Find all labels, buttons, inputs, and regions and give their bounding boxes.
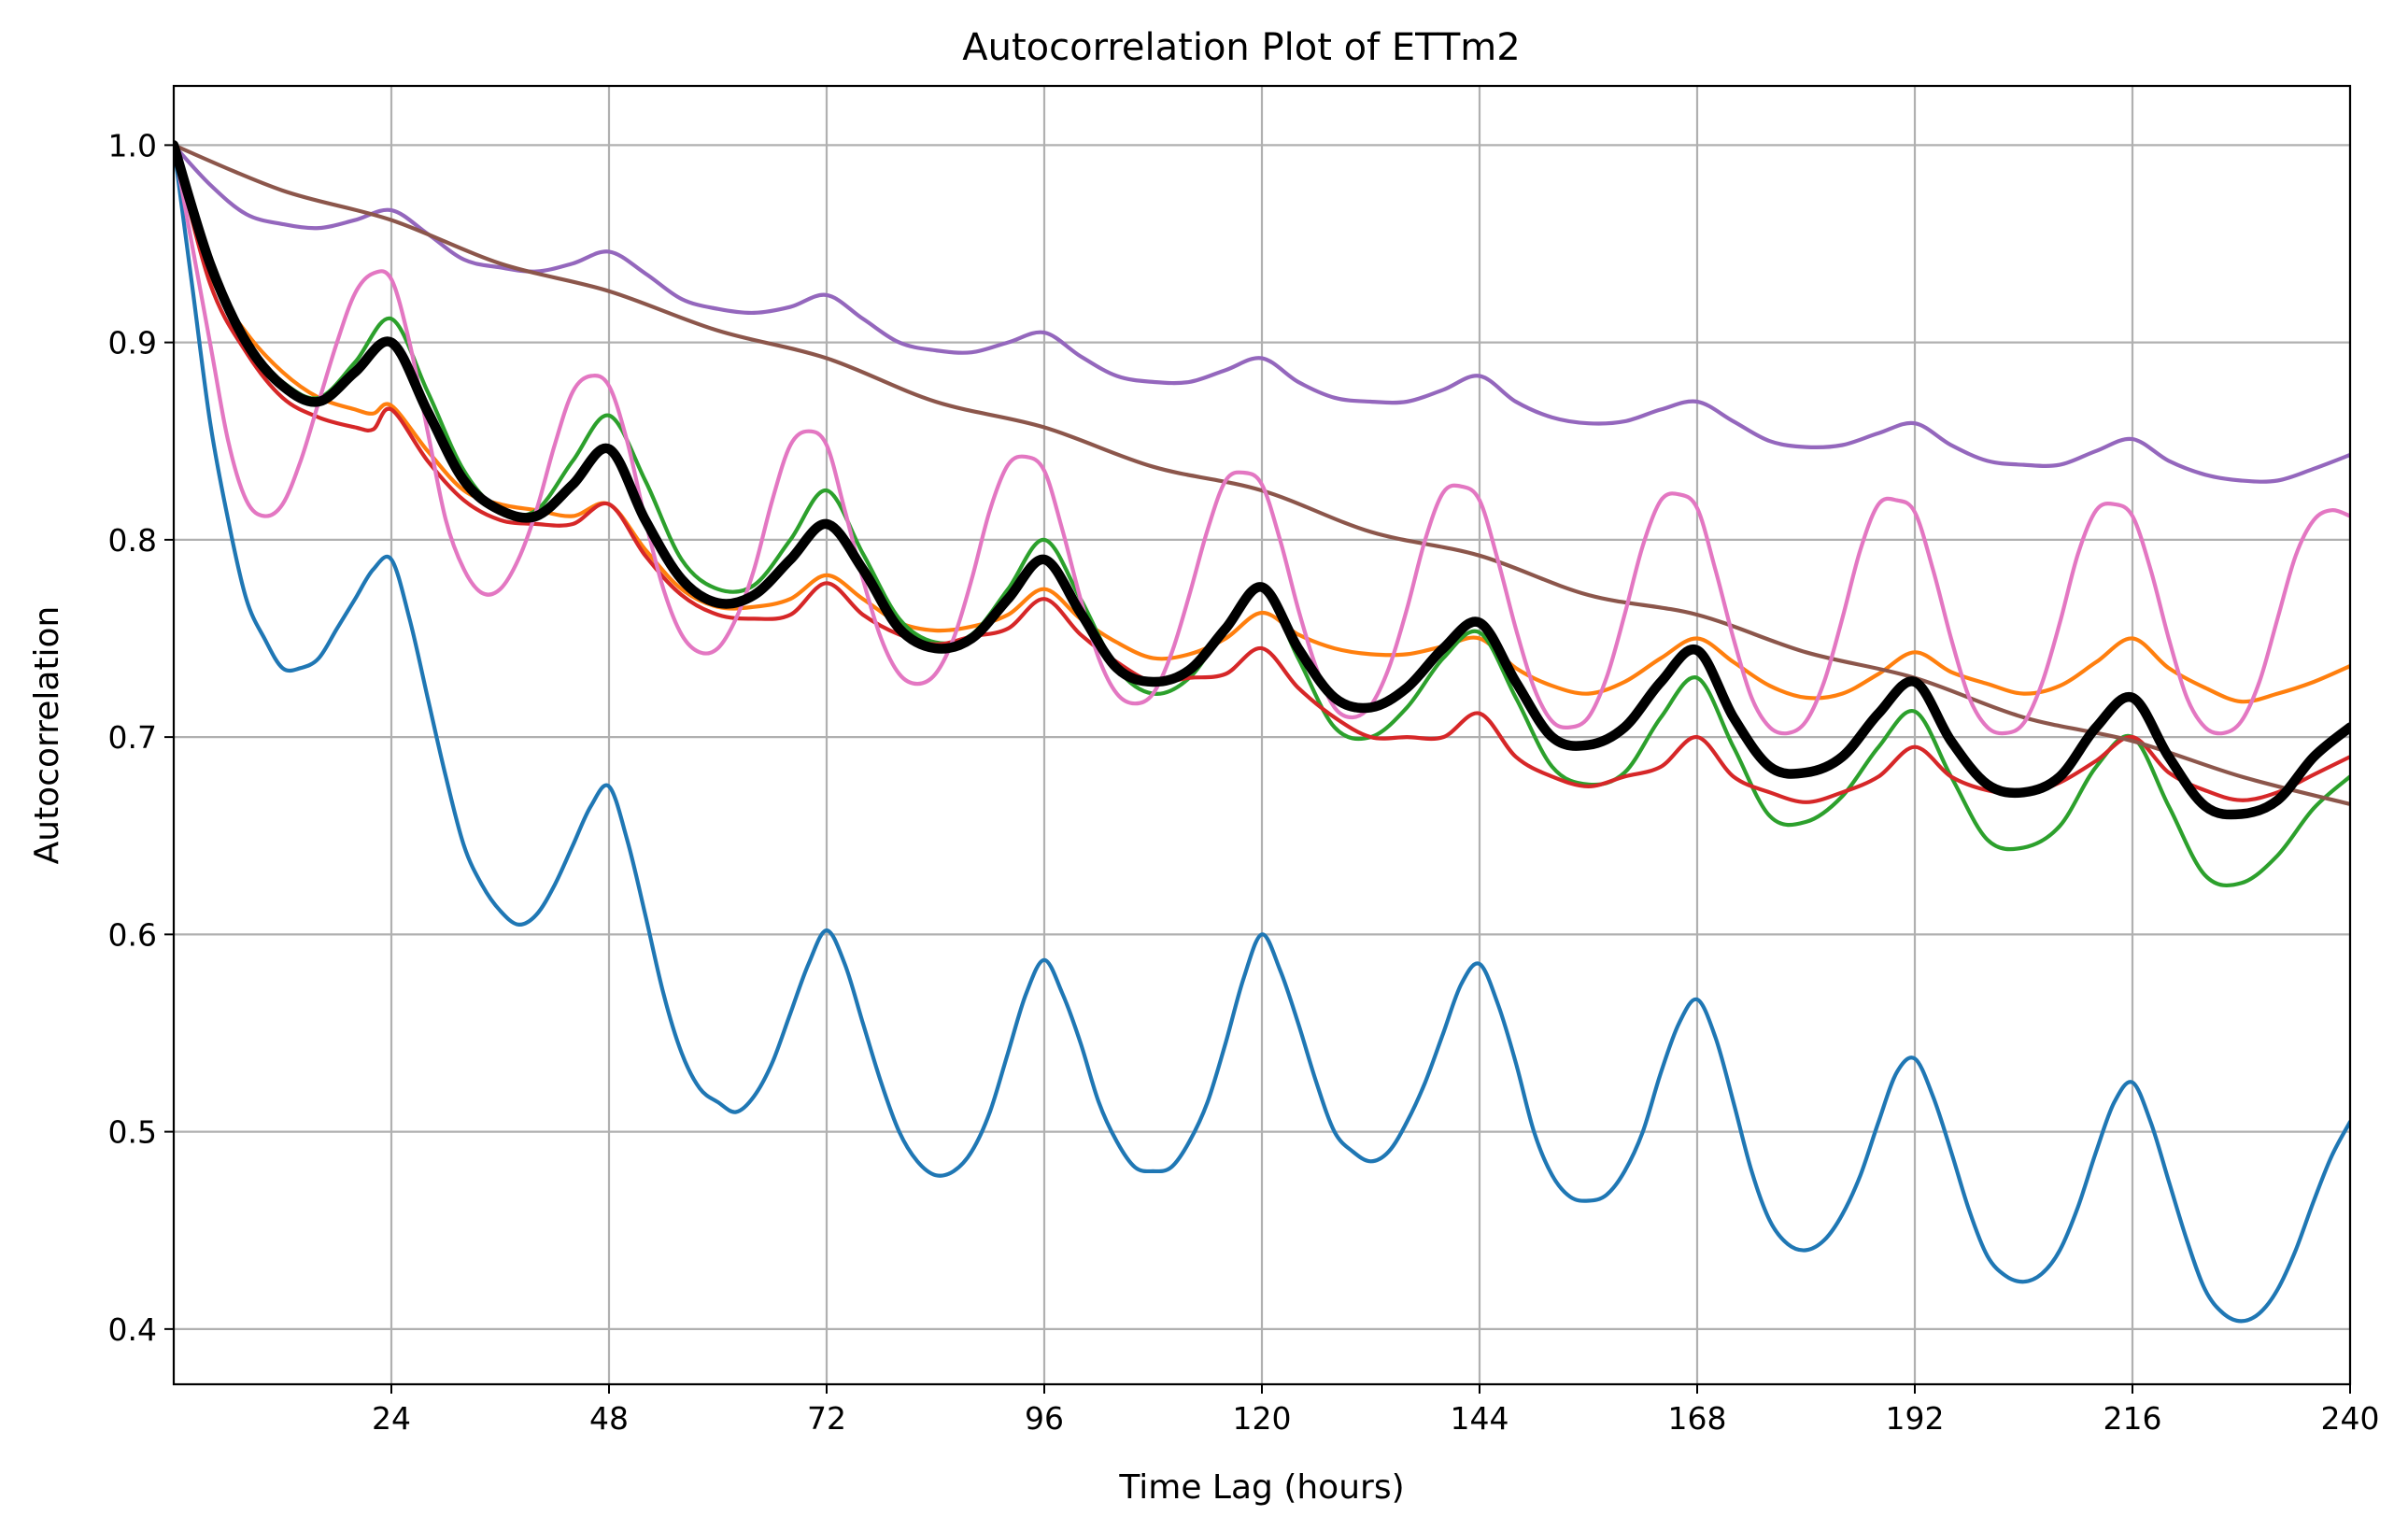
x-tick-label: 24 xyxy=(372,1400,411,1437)
y-tick-label: 1.0 xyxy=(108,127,157,163)
x-tick-label: 216 xyxy=(2103,1400,2162,1437)
series-line-4 xyxy=(174,143,2350,804)
y-tick-label: 0.9 xyxy=(108,325,157,361)
series-layer xyxy=(174,140,2350,1324)
y-tick-label: 0.7 xyxy=(108,719,157,756)
x-tick-label: 192 xyxy=(1886,1400,1945,1437)
y-tick-label: 0.4 xyxy=(108,1311,157,1348)
x-tick-label: 240 xyxy=(2321,1400,2380,1437)
x-tick-label: 48 xyxy=(589,1400,629,1437)
x-tick-label: 120 xyxy=(1233,1400,1292,1437)
x-axis-label: Time Lag (hours) xyxy=(1118,1468,1404,1507)
series-line-8 xyxy=(174,140,2350,820)
x-tick-label: 96 xyxy=(1025,1400,1064,1437)
x-tick-label: 72 xyxy=(807,1400,846,1437)
y-tick-label: 0.8 xyxy=(108,522,157,559)
series-line-6 xyxy=(174,143,2350,806)
y-tick-label: 0.6 xyxy=(108,916,157,953)
chart-title: Autocorrelation Plot of ETTm2 xyxy=(962,26,1520,69)
series-line-7 xyxy=(174,143,2350,736)
tick-layer: 24 48 72 96 120 144 168 192 216 240 0.4 0.5 0.6 0.7 0.… xyxy=(108,127,2380,1437)
x-tick-label: 168 xyxy=(1668,1400,1727,1437)
y-tick-label: 0.5 xyxy=(108,1114,157,1151)
series-line-1 xyxy=(174,143,2350,1324)
x-tick-label: 144 xyxy=(1451,1400,1509,1437)
y-axis-label: Autocorrelation xyxy=(28,606,66,865)
